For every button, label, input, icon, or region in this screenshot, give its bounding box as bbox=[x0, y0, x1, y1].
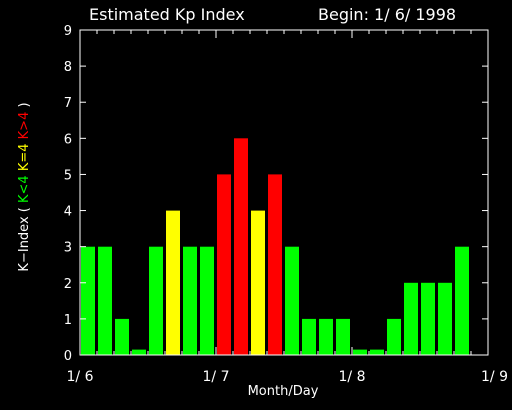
bar bbox=[404, 282, 418, 355]
bar bbox=[438, 282, 452, 355]
y-tick-label: 9 bbox=[64, 24, 72, 39]
y-axis-label-part: K>4 bbox=[17, 112, 32, 144]
y-axis-label-part: ) bbox=[17, 102, 32, 111]
y-tick-label: 4 bbox=[64, 205, 72, 220]
bar bbox=[336, 318, 350, 355]
bar bbox=[234, 138, 248, 355]
axes-group: 0 1 2 3 4 5 6 7 8 9 1/ 6 1/ 7 1/ 8 1/ 9 bbox=[64, 24, 508, 385]
bar bbox=[149, 246, 163, 355]
bar bbox=[200, 246, 214, 355]
bar bbox=[115, 318, 129, 355]
bar bbox=[353, 349, 367, 355]
bar bbox=[183, 246, 197, 355]
bars-group bbox=[81, 138, 469, 355]
y-tick-label: 6 bbox=[64, 132, 72, 147]
bar bbox=[268, 174, 282, 355]
bar bbox=[455, 246, 469, 355]
x-axis-label: Month/Day bbox=[248, 384, 319, 399]
x-tick-label: 1/ 8 bbox=[339, 369, 366, 385]
bar bbox=[98, 246, 112, 355]
y-axis-label-part: K<4 bbox=[17, 175, 32, 207]
y-tick-label: 3 bbox=[64, 241, 72, 256]
bar bbox=[81, 246, 95, 355]
chart-subtitle: Begin: 1/ 6/ 1998 bbox=[318, 5, 456, 24]
bar bbox=[251, 210, 265, 355]
y-tick-label: 7 bbox=[64, 96, 72, 111]
y-axis-label-part: K−Index ( bbox=[17, 207, 32, 271]
y-axis-label: K−Index ( K<4 K=4 K>4 ) bbox=[17, 102, 32, 271]
bar bbox=[370, 349, 384, 355]
bar bbox=[217, 174, 231, 355]
y-tick-label: 0 bbox=[64, 349, 72, 364]
bar bbox=[421, 282, 435, 355]
y-tick-label: 5 bbox=[64, 168, 72, 183]
y-tick-label: 2 bbox=[64, 277, 72, 292]
bar bbox=[132, 349, 146, 355]
x-tick-label: 1/ 7 bbox=[203, 369, 230, 385]
chart-title: Estimated Kp Index bbox=[89, 5, 245, 24]
y-tick-label: 1 bbox=[64, 313, 72, 328]
bar bbox=[285, 246, 299, 355]
y-axis-label-part: K=4 bbox=[17, 143, 32, 175]
x-tick-label: 1/ 6 bbox=[67, 369, 94, 385]
x-tick-label: 1/ 9 bbox=[481, 369, 508, 385]
bar bbox=[166, 210, 180, 355]
bar bbox=[387, 318, 401, 355]
bar bbox=[319, 318, 333, 355]
y-tick-label: 8 bbox=[64, 60, 72, 75]
bar bbox=[302, 318, 316, 355]
